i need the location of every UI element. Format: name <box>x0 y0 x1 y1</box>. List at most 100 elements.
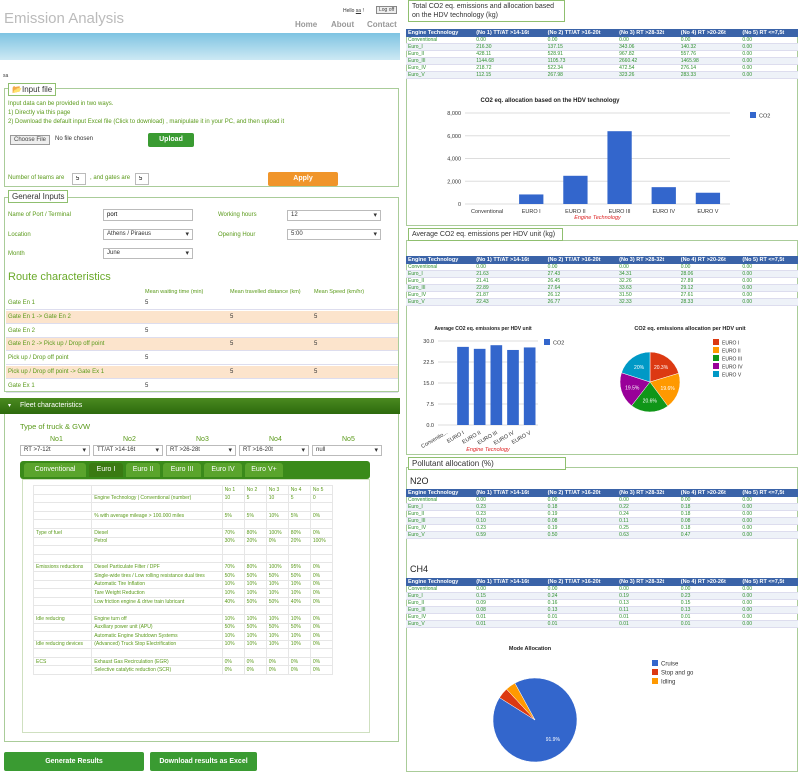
fleet-value[interactable] <box>221 605 245 615</box>
fleet-value[interactable]: 20% <box>243 536 267 547</box>
route-speed-value[interactable]: 5 <box>314 341 318 348</box>
fleet-value[interactable]: 50% <box>243 622 267 633</box>
fleet-value[interactable] <box>221 648 245 658</box>
fleet-value[interactable] <box>287 553 311 564</box>
fleet-value[interactable]: 95% <box>287 562 311 572</box>
fleet-value[interactable]: 20% <box>287 536 311 547</box>
fleet-value[interactable]: 100% <box>265 562 289 572</box>
fleet-value[interactable]: 10% <box>265 631 289 641</box>
fleet-value[interactable]: 50% <box>221 570 245 581</box>
fleet-value[interactable] <box>287 519 311 529</box>
month-select[interactable]: June <box>103 248 193 259</box>
fleet-value[interactable]: 5% <box>287 510 311 521</box>
fleet-value[interactable]: 50% <box>243 570 267 581</box>
fleet-value[interactable] <box>221 519 245 529</box>
fleet-value[interactable]: 5% <box>221 510 245 521</box>
fleet-value[interactable]: 5% <box>243 510 267 521</box>
opening-select[interactable]: 5:00 <box>287 229 381 240</box>
truck-type-select[interactable]: null <box>312 445 382 456</box>
username-link[interactable]: sa <box>355 8 362 14</box>
tab-euro-ii[interactable]: Euro II <box>126 463 160 477</box>
fleet-value[interactable] <box>287 605 311 615</box>
fleet-value[interactable]: 10% <box>243 613 267 624</box>
fleet-value[interactable] <box>309 545 334 555</box>
fleet-value[interactable] <box>243 502 267 512</box>
fleet-value[interactable] <box>287 502 311 512</box>
fleet-value[interactable]: 50% <box>265 570 289 581</box>
fleet-value[interactable] <box>243 553 267 564</box>
fleet-value[interactable]: 10% <box>287 639 311 650</box>
fleet-value[interactable]: 0% <box>221 665 245 676</box>
fleet-value[interactable]: 10% <box>243 631 267 641</box>
generate-results-button[interactable]: Generate Results <box>4 752 144 771</box>
gates-input[interactable] <box>135 173 149 185</box>
fleet-value[interactable]: 10% <box>221 631 245 641</box>
fleet-value[interactable]: 10% <box>287 579 311 590</box>
fleet-value[interactable]: 50% <box>265 622 289 633</box>
fleet-value[interactable]: 0% <box>309 639 334 650</box>
tab-euro-i[interactable]: Euro I <box>89 463 123 477</box>
fleet-value[interactable]: 0% <box>309 527 334 538</box>
fleet-value[interactable]: 40% <box>221 596 245 607</box>
fleet-value[interactable] <box>287 545 311 555</box>
fleet-value[interactable]: 40% <box>287 596 311 607</box>
fleet-value[interactable]: 0% <box>309 588 334 598</box>
fleet-value[interactable]: 5 <box>287 493 311 504</box>
fleet-value[interactable]: 0% <box>309 613 334 624</box>
fleet-value[interactable]: 100% <box>309 536 334 547</box>
fleet-value[interactable] <box>265 648 289 658</box>
location-select[interactable]: Athens / Piraeus <box>103 229 193 240</box>
fleet-value[interactable]: 10% <box>287 588 311 598</box>
fleet-value[interactable]: 10% <box>265 579 289 590</box>
download-excel-button[interactable]: Download results as Excel <box>150 752 257 771</box>
tab-euro-iv[interactable]: Euro IV <box>204 463 242 477</box>
fleet-value[interactable] <box>265 502 289 512</box>
fleet-value[interactable]: 80% <box>287 527 311 538</box>
fleet-value[interactable]: 0 <box>309 493 334 504</box>
fleet-value[interactable]: 80% <box>243 562 267 572</box>
fleet-value[interactable]: 50% <box>243 596 267 607</box>
fleet-value[interactable] <box>265 553 289 564</box>
tab-conventional[interactable]: Conventional <box>24 463 86 477</box>
fleet-value[interactable] <box>243 519 267 529</box>
route-dist-value[interactable]: 5 <box>230 341 234 348</box>
tab-euro-v-[interactable]: Euro V+ <box>245 463 283 477</box>
route-wait-value[interactable]: 5 <box>145 382 149 389</box>
truck-type-select[interactable]: RT >7-12t <box>20 445 90 456</box>
fleet-value[interactable]: 50% <box>265 596 289 607</box>
fleet-value[interactable] <box>243 648 267 658</box>
fleet-value[interactable]: 0% <box>309 596 334 607</box>
fleet-value[interactable]: 0% <box>243 665 267 676</box>
fleet-value[interactable]: 100% <box>265 527 289 538</box>
fleet-value[interactable]: 0% <box>309 656 334 667</box>
choose-file-button[interactable]: Choose File <box>10 135 51 145</box>
fleet-value[interactable]: 10% <box>221 639 245 650</box>
port-input[interactable] <box>103 209 193 221</box>
logoff-button[interactable]: Log off <box>376 6 398 14</box>
route-speed-value[interactable]: 5 <box>314 313 318 320</box>
fleet-value[interactable]: 0% <box>309 622 334 633</box>
truck-type-select[interactable]: RT >26-28t <box>166 445 236 456</box>
fleet-value[interactable]: 10% <box>221 579 245 590</box>
nav-about[interactable]: About <box>331 20 355 29</box>
upload-button[interactable]: Upload <box>148 133 194 147</box>
fleet-header-bar[interactable]: ▾ Fleet characteristics <box>0 398 400 414</box>
nav-contact[interactable]: Contact <box>367 20 397 29</box>
fleet-value[interactable]: 0% <box>265 665 289 676</box>
fleet-value[interactable] <box>221 545 245 555</box>
truck-type-select[interactable]: TT/AT >14-16t <box>93 445 163 456</box>
fleet-value[interactable]: 0% <box>265 536 289 547</box>
fleet-value[interactable]: 10% <box>287 631 311 641</box>
truck-type-select[interactable]: RT >16-20t <box>239 445 309 456</box>
fleet-value[interactable]: 10% <box>287 613 311 624</box>
fleet-value[interactable]: 10% <box>221 613 245 624</box>
fleet-value[interactable]: 0% <box>265 656 289 667</box>
hours-select[interactable]: 12 <box>287 210 381 221</box>
fleet-value[interactable]: 10% <box>265 613 289 624</box>
fleet-value[interactable]: 50% <box>221 622 245 633</box>
teams-input[interactable] <box>72 173 86 185</box>
fleet-value[interactable]: 0% <box>309 631 334 641</box>
fleet-value[interactable] <box>309 553 334 564</box>
route-dist-value[interactable]: 5 <box>230 369 234 375</box>
fleet-value[interactable]: 0% <box>309 510 334 521</box>
